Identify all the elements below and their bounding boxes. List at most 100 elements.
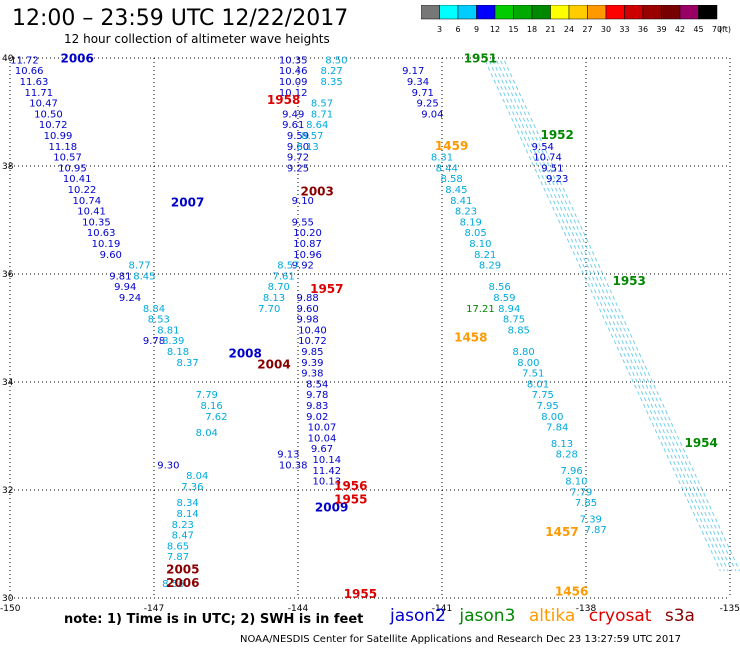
x-tick-label: -141 (432, 604, 452, 614)
swh-label-altika: 8.23 (172, 520, 194, 531)
swh-label-altika: 8.39 (162, 336, 184, 347)
swh-label-altika: 8.56 (162, 579, 184, 590)
swh-label-altika: 8.84 (143, 304, 165, 315)
swh-label-jason2: 9.83 (306, 401, 328, 412)
satellite-altika: altika (528, 606, 576, 626)
swh-label-jason2: 9.17 (402, 66, 424, 77)
swh-label-altika: 8.71 (311, 109, 333, 120)
swh-label-jason2: 9.30 (157, 460, 179, 471)
swh-label-altika: 8.47 (172, 531, 194, 542)
swh-label-altika: 8.34 (176, 498, 198, 509)
color-scale-tick: 70 (712, 25, 722, 34)
swh-label-jason2: 8.54 (306, 379, 328, 390)
swh-label-jason2: 10.12 (279, 88, 308, 99)
swh-label-jason2: 10.72 (39, 120, 68, 131)
swh-label-altika: 8.04 (196, 428, 218, 439)
swh-label-jason2: 11.42 (312, 466, 341, 477)
color-scale-unit: (ft) (719, 25, 731, 34)
swh-label-altika: 7.79 (570, 487, 592, 498)
color-scale-tick: 45 (693, 25, 703, 34)
swh-label-altika: 8.80 (512, 347, 534, 358)
swh-label-altika: 8.57 (311, 99, 333, 110)
swh-label-altika: 8.85 (508, 325, 530, 336)
swh-label-jason2: 9.85 (301, 347, 323, 358)
swh-label-altika: 8.41 (450, 196, 472, 207)
color-scale-tick: 18 (527, 25, 537, 34)
swh-label-jason2: 10.09 (279, 77, 308, 88)
swh-label-jason2: 10.35 (279, 55, 308, 66)
swh-label-altika: 7.87 (584, 525, 606, 536)
color-scale-swatch (624, 5, 644, 20)
swh-label-jason2: 10.40 (298, 325, 327, 336)
swh-label-jason2: 10.50 (34, 109, 63, 120)
swh-label-altika: 8.77 (128, 261, 150, 272)
track-time-label: 2008 (228, 347, 261, 361)
swh-label-altika: 7.51 (522, 369, 544, 380)
swh-label-altika: 7.87 (167, 552, 189, 563)
swh-label-altika: 8.70 (268, 282, 290, 293)
swh-label-jason2: 11.18 (48, 142, 77, 153)
color-scale-tick: 30 (601, 25, 611, 34)
swh-label-altika: 7.62 (205, 412, 227, 423)
color-scale-tick: 36 (638, 25, 648, 34)
y-tick-label: 32 (2, 486, 13, 496)
swh-label-jason2: 11.72 (10, 55, 39, 66)
color-scale-swatch (698, 5, 718, 20)
altimeter-tracks (484, 60, 740, 572)
swh-label-altika: 8.44 (436, 163, 458, 174)
color-scale-swatch (550, 5, 570, 20)
swh-label-altika: 7.39 (580, 514, 602, 525)
color-scale-tick: 33 (619, 25, 629, 34)
swh-label-jason2: 9.24 (119, 293, 141, 304)
swh-label-jason2: 9.94 (114, 282, 136, 293)
color-scale-swatch (457, 5, 477, 20)
swh-label-jason2: 9.88 (296, 293, 318, 304)
swh-label-jason2: 9.81 (109, 271, 131, 282)
swh-label-jason2: 10.63 (87, 228, 116, 239)
color-scale-swatch (494, 5, 514, 20)
swh-label-jason2: 10.22 (68, 185, 97, 196)
track-band-line (492, 60, 729, 572)
track-time-label: 2004 (257, 358, 290, 372)
color-scale-tick: 9 (474, 25, 479, 34)
swh-label-altika: 8.13 (263, 293, 285, 304)
color-scale-tick: 21 (545, 25, 555, 34)
swh-label-jason2: 10.19 (92, 239, 121, 250)
swh-label-altika: 8.27 (320, 66, 342, 77)
swh-label-altika: 7.96 (560, 466, 582, 477)
page-title: 12:00 – 23:59 UTC 12/22/2017 (12, 6, 349, 31)
swh-label-altika: 8.31 (431, 153, 453, 164)
track-time-label: 2003 (300, 185, 333, 199)
swh-label-altika: 8.10 (469, 239, 491, 250)
swh-label-altika: 8.35 (320, 77, 342, 88)
color-scale-tick: 15 (508, 25, 518, 34)
swh-label-jason2: 9.98 (296, 315, 318, 326)
track-time-label: 1456 (555, 584, 588, 598)
swh-label-jason2: 10.95 (58, 163, 87, 174)
swh-label-altika: 8.75 (503, 315, 525, 326)
swh-label-altika: 8.00 (517, 358, 539, 369)
swh-label-altika: 7.61 (272, 271, 294, 282)
color-scale-swatch (587, 5, 607, 20)
swh-label-altika: 8.23 (455, 207, 477, 218)
swh-label-jason2: 9.72 (287, 153, 309, 164)
track-time-label: 1457 (545, 525, 578, 539)
satellite-cryosat: cryosat (588, 606, 652, 626)
swh-label-jason2: 9.60 (100, 250, 122, 261)
color-scale-tick: 24 (564, 25, 574, 34)
swh-label-jason2: 9.60 (296, 304, 318, 315)
swh-label-jason2: 9.61 (282, 120, 304, 131)
swh-label-jason2: 10.13 (312, 477, 341, 488)
swh-label-jason2: 9.39 (301, 358, 323, 369)
swh-label-jason2: 10.41 (63, 174, 92, 185)
swh-label-altika: 8.01 (527, 379, 549, 390)
swh-label-altika: 8.13 (296, 142, 318, 153)
swh-label-jason2: 10.87 (293, 239, 322, 250)
swh-label-altika: 8.28 (556, 450, 578, 461)
swh-label-altika: 8.64 (306, 120, 328, 131)
track-time-label: 1954 (684, 436, 717, 450)
swh-label-jason2: 10.74 (533, 153, 562, 164)
color-scale-swatch (531, 5, 551, 20)
swh-label-altika: 7.79 (196, 390, 218, 401)
